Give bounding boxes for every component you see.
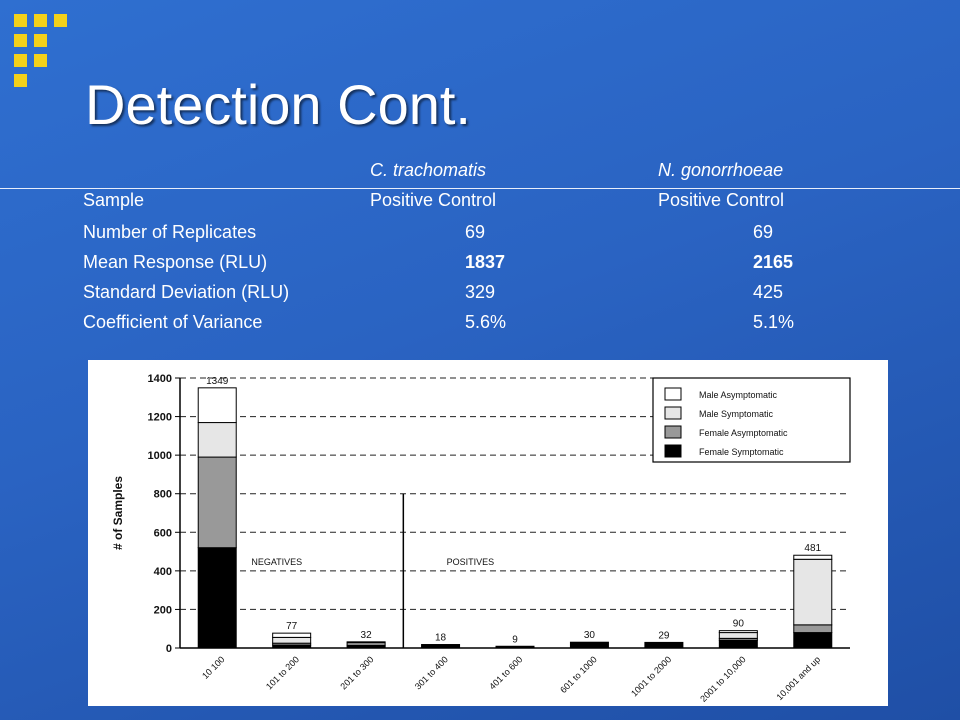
x-tick-label: 10 100 bbox=[200, 654, 227, 681]
stacked-bar-chart: 0 200 400 600 800 1000 1200 1400 # of Samples NEG… bbox=[111, 373, 851, 704]
y-tick-label: 800 bbox=[154, 489, 172, 501]
y-tick-label: 400 bbox=[154, 566, 172, 578]
legend-swatch bbox=[664, 425, 682, 439]
bar-segment bbox=[793, 632, 833, 649]
bar-segment bbox=[197, 422, 237, 458]
x-tick-label: 10,001 and up bbox=[774, 654, 822, 702]
row-label: Mean Response (RLU) bbox=[83, 252, 268, 272]
y-tick-label: 1400 bbox=[148, 373, 172, 385]
x-tick-label: 601 to 1000 bbox=[558, 654, 599, 695]
bar-total-label: 30 bbox=[584, 630, 596, 641]
legend-swatch bbox=[664, 387, 682, 401]
bar-total-label: 1349 bbox=[206, 376, 229, 387]
bar-total-label: 9 bbox=[512, 634, 518, 645]
header-rule bbox=[0, 188, 960, 189]
legend-swatch bbox=[664, 444, 682, 458]
slide-title: Detection Cont. bbox=[85, 73, 471, 136]
decorative-squares bbox=[14, 14, 84, 87]
chart-panel: 0 200 400 600 800 1000 1200 1400 # of Samples NEG… bbox=[88, 360, 888, 706]
species-ng: N. gonorrhoeae bbox=[658, 160, 784, 180]
ng-value: 2165 bbox=[753, 252, 794, 272]
bar-total-label: 29 bbox=[658, 630, 670, 641]
y-tick-label: 200 bbox=[154, 604, 172, 616]
legend-label: Female Symptomatic bbox=[699, 447, 784, 457]
ng-value: 5.1% bbox=[753, 312, 795, 332]
ng-value: 425 bbox=[753, 282, 784, 302]
bar-segment bbox=[793, 558, 833, 626]
x-tick-label: 301 to 400 bbox=[413, 654, 450, 691]
bar-total-label: 18 bbox=[435, 633, 447, 644]
legend-label: Male Symptomatic bbox=[699, 409, 774, 419]
ng-value: 69 bbox=[753, 222, 774, 242]
bar-segment bbox=[569, 641, 609, 649]
legend-label: Female Asymptomatic bbox=[699, 428, 788, 438]
positives-annotation: POSITIVES bbox=[447, 557, 495, 567]
bar-total-label: 77 bbox=[286, 621, 298, 632]
y-tick-label: 1000 bbox=[148, 450, 172, 462]
bar-segment bbox=[346, 641, 386, 644]
x-tick-label: 201 to 300 bbox=[338, 654, 375, 691]
bar-segment bbox=[644, 641, 684, 649]
bar-segment bbox=[718, 632, 758, 639]
bar-total-label: 481 bbox=[804, 543, 821, 554]
y-tick-label: 600 bbox=[154, 527, 172, 539]
species-ct: C. trachomatis bbox=[370, 160, 487, 180]
bar-total-label: 90 bbox=[733, 619, 745, 630]
y-axis-label: # of Samples bbox=[111, 476, 125, 550]
bar-total-label: 32 bbox=[361, 630, 373, 641]
bar-segment bbox=[197, 387, 237, 424]
bar-segment bbox=[718, 639, 758, 649]
bar-segment bbox=[793, 554, 833, 560]
y-tick-label: 0 bbox=[166, 643, 172, 655]
ng-value: Positive Control bbox=[658, 190, 785, 210]
row-label: Sample bbox=[83, 190, 145, 210]
bar-segment bbox=[272, 636, 312, 644]
row-label: Coefficient of Variance bbox=[83, 312, 263, 332]
x-tick-label: 1001 to 2000 bbox=[629, 654, 673, 698]
bar-segment bbox=[793, 624, 833, 634]
bar-segment bbox=[272, 632, 312, 638]
bar-segment bbox=[197, 547, 237, 649]
bar-segment bbox=[421, 644, 461, 649]
ct-value: Positive Control bbox=[370, 190, 497, 210]
legend-label: Male Asymptomatic bbox=[699, 390, 778, 400]
negatives-annotation: NEGATIVES bbox=[251, 557, 302, 567]
row-label: Number of Replicates bbox=[83, 222, 257, 242]
row-label: Standard Deviation (RLU) bbox=[83, 282, 290, 302]
x-tick-label: 2001 to 10,000 bbox=[698, 654, 748, 704]
legend-swatch bbox=[664, 406, 682, 420]
ct-value: 5.6% bbox=[465, 312, 507, 332]
ct-value: 1837 bbox=[465, 252, 506, 272]
x-tick-label: 401 to 600 bbox=[487, 654, 524, 691]
bar-segment bbox=[495, 645, 535, 649]
x-tick-label: 101 to 200 bbox=[264, 654, 301, 691]
ct-value: 69 bbox=[465, 222, 486, 242]
ct-value: 329 bbox=[465, 282, 496, 302]
legend-box bbox=[652, 377, 851, 463]
bar-segment bbox=[197, 456, 237, 549]
y-tick-label: 1200 bbox=[148, 412, 172, 424]
bar-segment bbox=[718, 630, 758, 634]
